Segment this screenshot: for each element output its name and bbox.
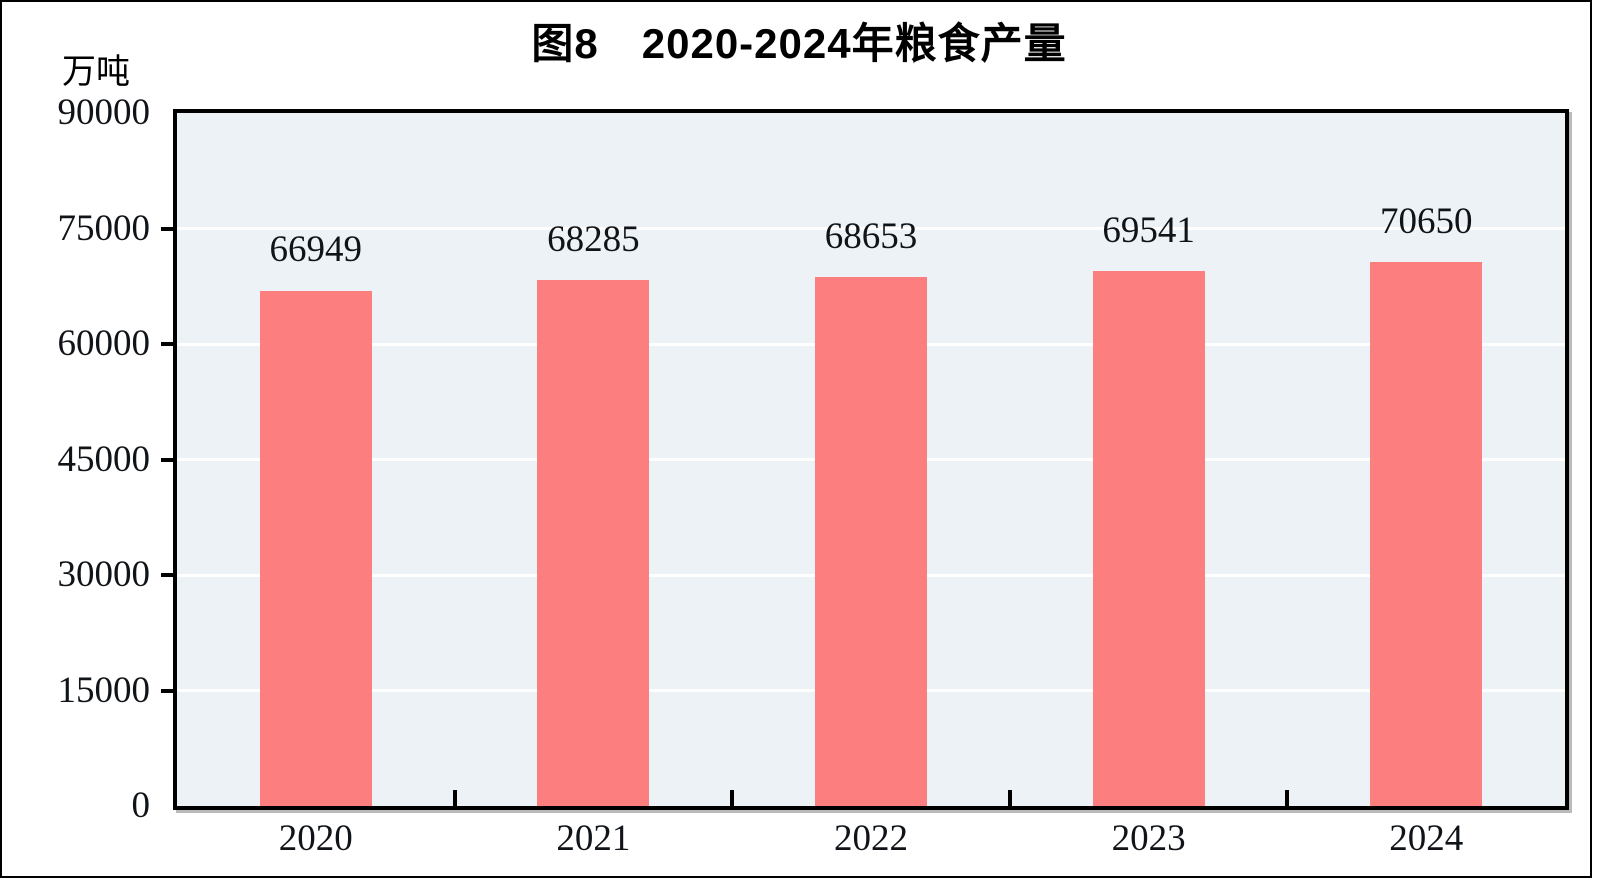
y-tick-label: 15000 bbox=[57, 669, 151, 711]
bar-value-label: 69541 bbox=[1102, 209, 1195, 251]
y-tick-label: 90000 bbox=[57, 92, 151, 133]
y-axis-tick bbox=[161, 688, 176, 693]
y-tick-label: 60000 bbox=[57, 323, 151, 364]
chart-title: 图8 2020-2024年粮食产量 bbox=[531, 20, 1067, 67]
x-axis-tick bbox=[1285, 790, 1290, 806]
x-tick-label: 2020 bbox=[278, 818, 353, 859]
y-axis-unit-label: 万吨 bbox=[62, 54, 130, 91]
bar-value-label: 66949 bbox=[269, 229, 363, 271]
bar bbox=[815, 277, 927, 806]
x-axis-tick bbox=[1007, 790, 1012, 806]
x-tick-label: 2023 bbox=[1111, 818, 1186, 859]
bar bbox=[1092, 270, 1205, 806]
bar bbox=[259, 290, 372, 806]
x-axis-tick bbox=[730, 790, 735, 806]
y-tick-label: 0 bbox=[131, 785, 151, 826]
y-tick-label: 45000 bbox=[57, 438, 151, 480]
y-axis-tick bbox=[161, 457, 176, 462]
bar-value-label: 68285 bbox=[547, 219, 640, 261]
bar bbox=[537, 280, 650, 806]
y-axis-tick bbox=[161, 342, 176, 346]
x-tick-label: 2024 bbox=[1389, 818, 1464, 859]
x-tick-label: 2021 bbox=[556, 818, 631, 859]
plot-area: 66949 68285 68653 69541 70650 bbox=[173, 109, 1569, 810]
bar bbox=[1370, 262, 1483, 806]
y-axis-tick bbox=[161, 573, 176, 577]
gridline bbox=[177, 227, 1565, 230]
y-axis-tick bbox=[161, 226, 176, 231]
bar-value-label: 68653 bbox=[824, 216, 918, 258]
y-tick-label: 75000 bbox=[57, 207, 151, 249]
x-tick-label: 2022 bbox=[834, 818, 908, 859]
y-tick-label: 30000 bbox=[57, 554, 151, 595]
bar-value-label: 70650 bbox=[1379, 200, 1473, 242]
x-axis-tick bbox=[452, 790, 457, 806]
